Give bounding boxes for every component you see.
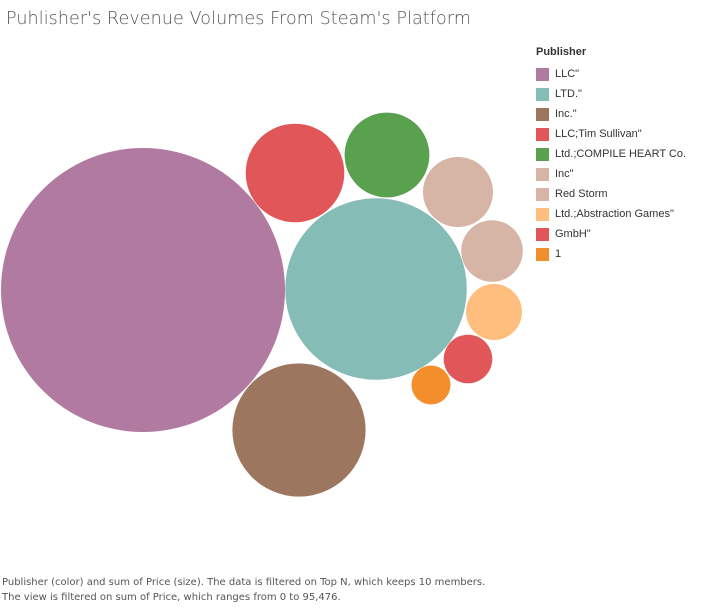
legend-swatch (536, 87, 549, 101)
legend-items: LLC" LTD." Inc." LLC;Tim Sullivan" Ltd.;COMP… (536, 64, 686, 264)
legend-label: GmbH" (555, 228, 591, 240)
bubble-5[interactable] (423, 157, 493, 227)
bubble-0[interactable] (1, 148, 285, 432)
legend-swatch (536, 167, 549, 181)
legend-item[interactable]: GmbH" (536, 224, 686, 244)
bubble-3[interactable] (245, 123, 345, 223)
legend-item[interactable]: LTD." (536, 84, 686, 104)
legend-item[interactable]: LLC" (536, 64, 686, 84)
chart-title: Puhlisher's Revenue Volumes From Steam's… (6, 9, 471, 29)
legend: Publisher LLC" LTD." Inc." LLC;Tim Sullivan… (536, 46, 686, 264)
legend-item[interactable]: Red Storm (536, 184, 686, 204)
legend-item[interactable]: Ltd.;COMPILE HEART Co. (536, 144, 686, 164)
bubble-6[interactable] (461, 220, 523, 282)
legend-swatch (536, 147, 549, 161)
legend-label: Ltd.;Abstraction Games" (555, 208, 674, 220)
bubble-2[interactable] (232, 363, 366, 497)
legend-title: Publisher (536, 46, 587, 58)
legend-label: Inc." (555, 108, 577, 120)
legend-label: Red Storm (555, 188, 608, 200)
legend-swatch (536, 127, 549, 141)
bubble-8[interactable] (443, 334, 493, 384)
bubble-7[interactable] (466, 284, 522, 340)
legend-label: LTD." (555, 88, 582, 100)
legend-swatch (536, 67, 549, 81)
legend-swatch (536, 227, 549, 241)
legend-label: 1 (555, 248, 562, 260)
legend-swatch (536, 207, 549, 221)
legend-label: Ltd.;COMPILE HEART Co. (555, 148, 687, 160)
legend-swatch (536, 247, 549, 261)
bubble-9[interactable] (411, 365, 451, 405)
legend-item[interactable]: Inc." (536, 104, 686, 124)
legend-swatch (536, 107, 549, 121)
legend-item[interactable]: Ltd.;Abstraction Games" (536, 204, 686, 224)
legend-item[interactable]: 1 (536, 244, 686, 264)
legend-label: Inc" (555, 168, 574, 180)
legend-label: LLC;Tim Sullivan" (555, 128, 642, 140)
bubble-chart (1, 112, 523, 497)
chart-caption: Publisher (color) and sum of Price (size… (2, 577, 486, 603)
legend-swatch (536, 187, 549, 201)
bubble-1[interactable] (285, 198, 467, 380)
bubble-4[interactable] (344, 112, 430, 198)
legend-item[interactable]: LLC;Tim Sullivan" (536, 124, 686, 144)
legend-item[interactable]: Inc" (536, 164, 686, 184)
legend-label: LLC" (555, 68, 580, 80)
